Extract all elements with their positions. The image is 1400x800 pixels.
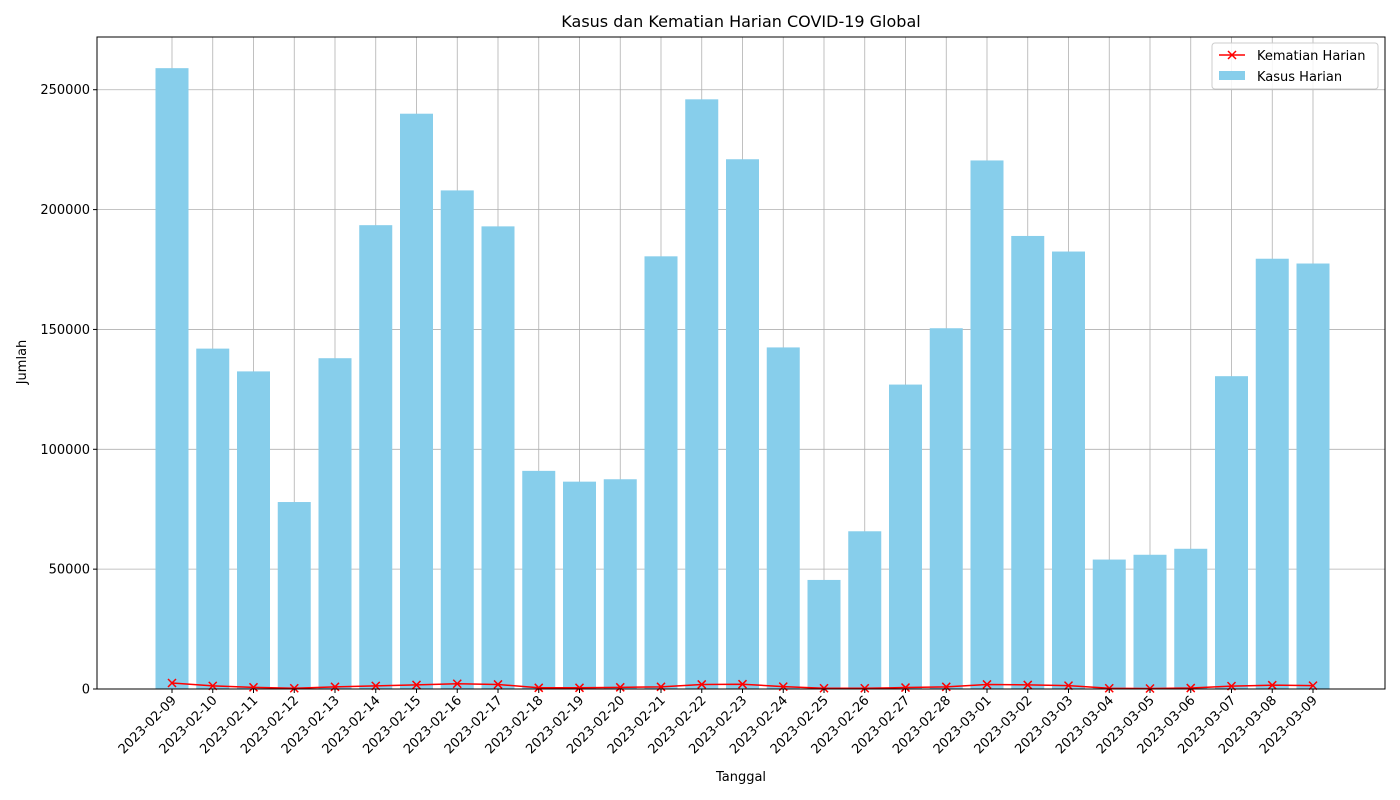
bars-kasus-harian — [155, 68, 1330, 690]
bar-kasus-harian — [563, 481, 596, 689]
bar-kasus-harian — [359, 225, 393, 689]
y-tick-label: 250000 — [40, 83, 90, 98]
bar-kasus-harian — [1052, 251, 1085, 690]
bar-kasus-harian — [685, 99, 719, 689]
point-kematian-harian — [819, 683, 829, 693]
point-kematian-harian — [289, 683, 299, 693]
bar-kasus-harian — [766, 347, 800, 689]
point-kematian-harian — [900, 683, 911, 693]
point-kematian-harian — [656, 682, 666, 692]
bar-kasus-harian — [726, 159, 759, 689]
y-tick-label: 200000 — [40, 203, 90, 218]
bar-kasus-harian — [400, 113, 433, 690]
bar-kasus-harian — [196, 348, 230, 689]
bar-kasus-harian — [1215, 376, 1248, 689]
bar-kasus-harian — [318, 358, 352, 689]
bar-kasus-harian — [522, 470, 556, 689]
point-kematian-harian — [737, 679, 748, 689]
bar-kasus-harian — [644, 256, 678, 689]
bar-kasus-harian — [1011, 235, 1045, 690]
point-kematian-harian — [411, 680, 422, 690]
bar-kasus-harian — [929, 328, 963, 689]
point-kematian-harian — [1267, 680, 1277, 690]
point-kematian-harian — [860, 683, 870, 693]
point-kematian-harian — [534, 683, 544, 693]
bar-kasus-harian — [155, 68, 189, 690]
point-kematian-harian — [493, 679, 503, 689]
legend-label-kematian-harian: Kematian Harian — [1257, 49, 1365, 64]
point-kematian-harian — [1104, 683, 1114, 693]
bar-kasus-harian — [440, 190, 474, 690]
y-tick-label: 100000 — [40, 443, 90, 458]
point-kematian-harian — [941, 682, 951, 692]
y-tick-label: 50000 — [49, 563, 90, 578]
y-tick-label: 0 — [82, 683, 90, 698]
bar-kasus-harian — [481, 226, 515, 689]
bar-kasus-harian — [603, 479, 637, 689]
bar-kasus-harian — [1296, 263, 1330, 689]
legend-box — [1211, 42, 1379, 90]
bar-kasus-harian — [807, 579, 841, 689]
point-kematian-harian — [167, 678, 177, 688]
point-kematian-harian — [982, 679, 992, 689]
bar-kasus-harian — [1092, 559, 1126, 689]
legend-marker-x-icon — [1227, 50, 1237, 60]
legend: Kematian Harian Kasus Harian — [1211, 42, 1379, 90]
point-kematian-harian — [1186, 683, 1196, 693]
x-axis-title: Tanggal — [715, 770, 766, 785]
y-axis-ticks: 0 50000 100000 150000 200000 250000 — [40, 83, 97, 698]
y-axis-title: Jumlah — [15, 340, 30, 386]
bar-kasus-harian — [237, 371, 270, 689]
bar-kasus-harian — [277, 502, 311, 689]
chart-title: Kasus dan Kematian Harian COVID-19 Globa… — [561, 12, 920, 31]
point-kematian-harian — [248, 682, 259, 692]
bar-kasus-harian — [970, 160, 1004, 689]
y-tick-label: 150000 — [40, 323, 90, 338]
point-kematian-harian — [615, 682, 625, 692]
point-kematian-harian — [697, 679, 707, 689]
plot-frame — [96, 36, 1386, 690]
legend-label-kasus-harian: Kasus Harian — [1257, 70, 1342, 85]
point-kematian-harian — [1023, 680, 1033, 690]
point-kematian-harian — [1308, 681, 1318, 691]
bar-kasus-harian — [848, 531, 882, 689]
point-kematian-harian — [574, 683, 585, 693]
point-kematian-harian — [452, 679, 462, 689]
point-kematian-harian — [1063, 681, 1074, 691]
legend-swatch-kasus-harian — [1219, 71, 1245, 80]
bar-kasus-harian — [1174, 548, 1208, 689]
bar-kasus-harian — [889, 384, 922, 689]
bar-kasus-harian — [1133, 554, 1167, 689]
point-kematian-harian — [330, 682, 340, 692]
bar-kasus-harian — [1255, 258, 1289, 689]
